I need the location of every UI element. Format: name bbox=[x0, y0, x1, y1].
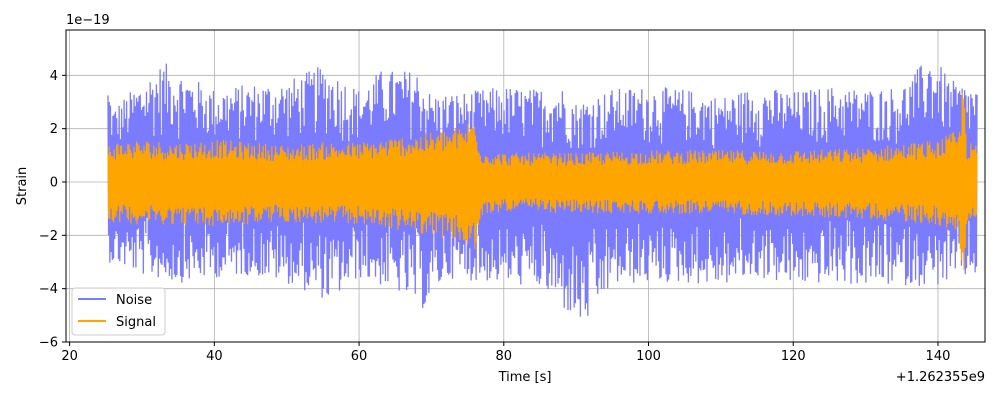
x-tick-label: 120 bbox=[781, 349, 806, 364]
y-axis-label: Strain bbox=[15, 167, 30, 206]
y-tick-label: −6 bbox=[39, 336, 58, 351]
series-layer bbox=[107, 63, 978, 317]
y-tick-label: 0 bbox=[50, 176, 58, 191]
x-tick-label: 40 bbox=[206, 349, 223, 364]
legend: Noise Signal bbox=[71, 287, 166, 336]
y-tick-label: 4 bbox=[50, 69, 58, 84]
series-signal-line bbox=[107, 92, 978, 270]
y-axis-ticks: −6 −4 −2 0 2 4 bbox=[39, 69, 66, 351]
x-offset-label: +1.262355e9 bbox=[896, 370, 985, 385]
plot-frame bbox=[65, 29, 986, 343]
legend-noise-label: Noise bbox=[116, 293, 152, 308]
x-tick-label: 60 bbox=[351, 349, 368, 364]
x-axis-ticks: 20 40 60 80 100 120 140 bbox=[61, 342, 950, 364]
plot-area bbox=[65, 29, 986, 343]
x-tick-label: 140 bbox=[926, 349, 951, 364]
y-tick-label: −4 bbox=[39, 282, 58, 297]
y-tick-label: 2 bbox=[50, 122, 58, 137]
x-tick-label: 20 bbox=[61, 349, 78, 364]
x-axis-label: Time [s] bbox=[498, 370, 552, 385]
x-tick-label: 80 bbox=[496, 349, 513, 364]
legend-signal-label: Signal bbox=[116, 315, 156, 330]
y-tick-label: −2 bbox=[39, 229, 58, 244]
x-tick-label: 100 bbox=[636, 349, 661, 364]
y-scale-label: 1e−19 bbox=[66, 13, 110, 28]
